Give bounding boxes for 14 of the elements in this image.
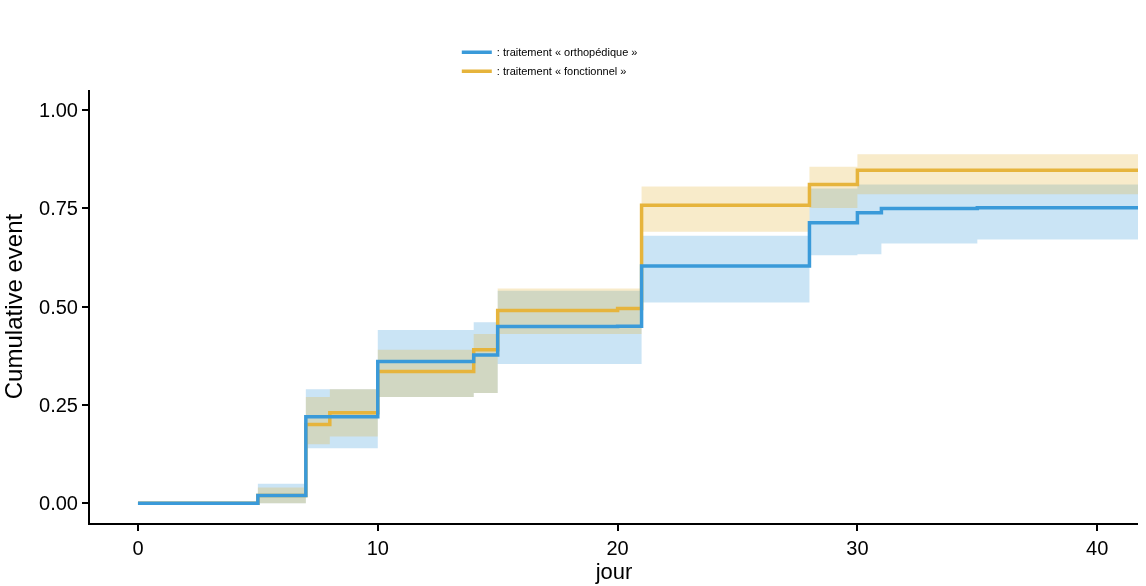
- legend-label: : traitement « fonctionnel »: [496, 65, 627, 78]
- x-tick-label: 10: [366, 537, 389, 559]
- y-tick-label: 0.50: [39, 295, 78, 318]
- x-tick-label: 30: [846, 537, 869, 559]
- legend-label: : traitement « orthopédique »: [496, 46, 638, 59]
- x-tick-label: 20: [606, 537, 629, 559]
- y-axis-title: Cumulative event: [0, 213, 27, 400]
- x-axis-title: jour: [594, 559, 633, 584]
- y-tick-label: 0.00: [39, 492, 78, 515]
- y-tick-label: 0.75: [39, 197, 78, 220]
- x-tick-label: 0: [132, 537, 144, 559]
- y-tick-label: 0.25: [39, 393, 78, 416]
- y-tick-label: 1.00: [39, 98, 78, 121]
- x-tick-label: 40: [1086, 537, 1109, 559]
